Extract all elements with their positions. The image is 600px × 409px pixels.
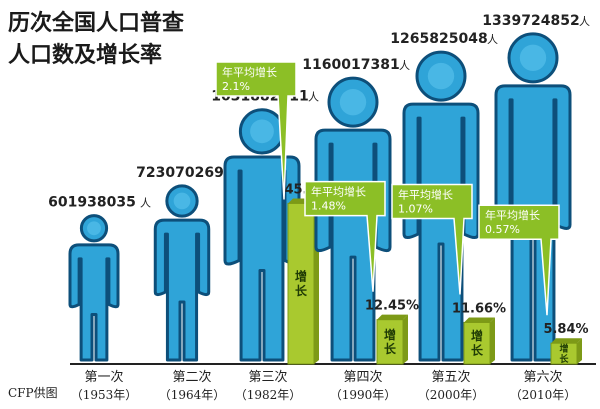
year-label-2: （1964年） [159,388,226,402]
year-label-3: （1982年） [235,388,302,402]
figure-head-highlight-3 [250,119,274,144]
title-line-2: 人口数及增长率 [8,43,163,68]
figure-body-1 [68,243,120,362]
annual-growth-callout-5 [391,183,473,295]
growth-bar-6 [550,342,578,365]
source-credit: CFP供图 [8,386,58,400]
year-label-4: （1990年） [330,388,397,402]
growth-bar-4 [376,319,404,365]
growth-label-4: 12.45% [365,299,419,314]
population-figure-6 [494,32,572,362]
population-label-6: 1339724852 [482,13,579,29]
annual-growth-value-6: 0.57% [485,223,520,236]
growth-label-5: 11.66% [452,301,506,316]
category-label-6: 第六次 [523,369,562,385]
annual-growth-callout-4 [304,180,386,292]
year-label-1: （1953年） [71,388,138,402]
title-line-1: 历次全国人口普查 [8,11,185,36]
category-label-1: 第一次 [84,369,123,385]
figure-head-highlight-5 [427,62,455,90]
category-label-5: 第五次 [431,369,470,385]
annual-growth-callout-6 [478,204,560,316]
growth-bar-text-3-1: 增 [295,269,307,284]
population-label-5: 1265825048 [390,31,487,47]
figure-body-5 [402,102,480,362]
growth-bar-top-4 [377,314,408,320]
growth-bar-top-5 [464,317,495,323]
population-unit-5: 人 [487,33,498,46]
category-label-4: 第四次 [343,369,382,385]
population-label-1: 601938035 [48,195,136,211]
growth-bar-top-6 [551,338,582,344]
annual-growth-value-3: 2.1% [222,80,250,93]
growth-bar-side-4 [403,314,408,364]
annual-growth-title-3: 年平均增长 [222,65,277,79]
population-figure-1 [68,214,120,362]
annual-growth-callout-3 [215,61,297,200]
population-label-4: 1160017381 [302,57,399,73]
population-label-2: 723070269 [136,165,224,181]
annual-growth-title-6: 年平均增长 [485,208,540,222]
growth-bar-text-5-2: 长 [471,343,484,358]
year-label-5: （2000年） [418,388,485,402]
population-figure-5 [402,50,480,362]
population-unit-1: 人 [140,197,151,210]
annual-growth-title-5: 年平均增长 [398,187,453,201]
figure-body-2 [153,218,211,362]
growth-bar-text-6-2: 长 [559,353,569,365]
population-unit-4: 人 [399,59,410,72]
population-unit-6: 人 [579,15,590,28]
growth-bar-text-4-2: 长 [384,341,397,356]
growth-bar-3 [287,202,315,365]
population-figure-4 [314,76,392,362]
figure-head-highlight-1 [87,221,101,236]
figure-head-highlight-2 [173,192,191,210]
figure-head-highlight-4 [339,88,367,116]
category-label-3: 第三次 [248,369,287,385]
growth-bar-text-5-1: 增 [471,328,483,343]
annual-growth-value-5: 1.07% [398,202,433,215]
growth-label-6: 5.84% [543,322,588,337]
growth-bar-text-6-1: 增 [559,342,568,354]
growth-bar-5 [463,321,491,365]
population-figure-2 [153,184,211,362]
category-label-2: 第二次 [172,369,211,385]
annual-growth-title-4: 年平均增长 [311,185,366,199]
figure-body-3 [223,155,301,362]
population-unit-3: 人 [308,91,319,104]
figure-head-highlight-6 [519,44,547,72]
population-figure-3 [223,108,301,362]
chart-title: 历次全国人口普查 人口数及增长率 [8,8,184,72]
year-label-6: （2010年） [510,388,577,402]
growth-bar-text-3-2: 长 [295,283,308,298]
growth-bar-side-5 [490,317,495,364]
growth-bar-text-4-1: 增 [384,327,396,342]
growth-bar-side-6 [577,338,582,364]
annual-growth-value-4: 1.48% [311,200,346,213]
